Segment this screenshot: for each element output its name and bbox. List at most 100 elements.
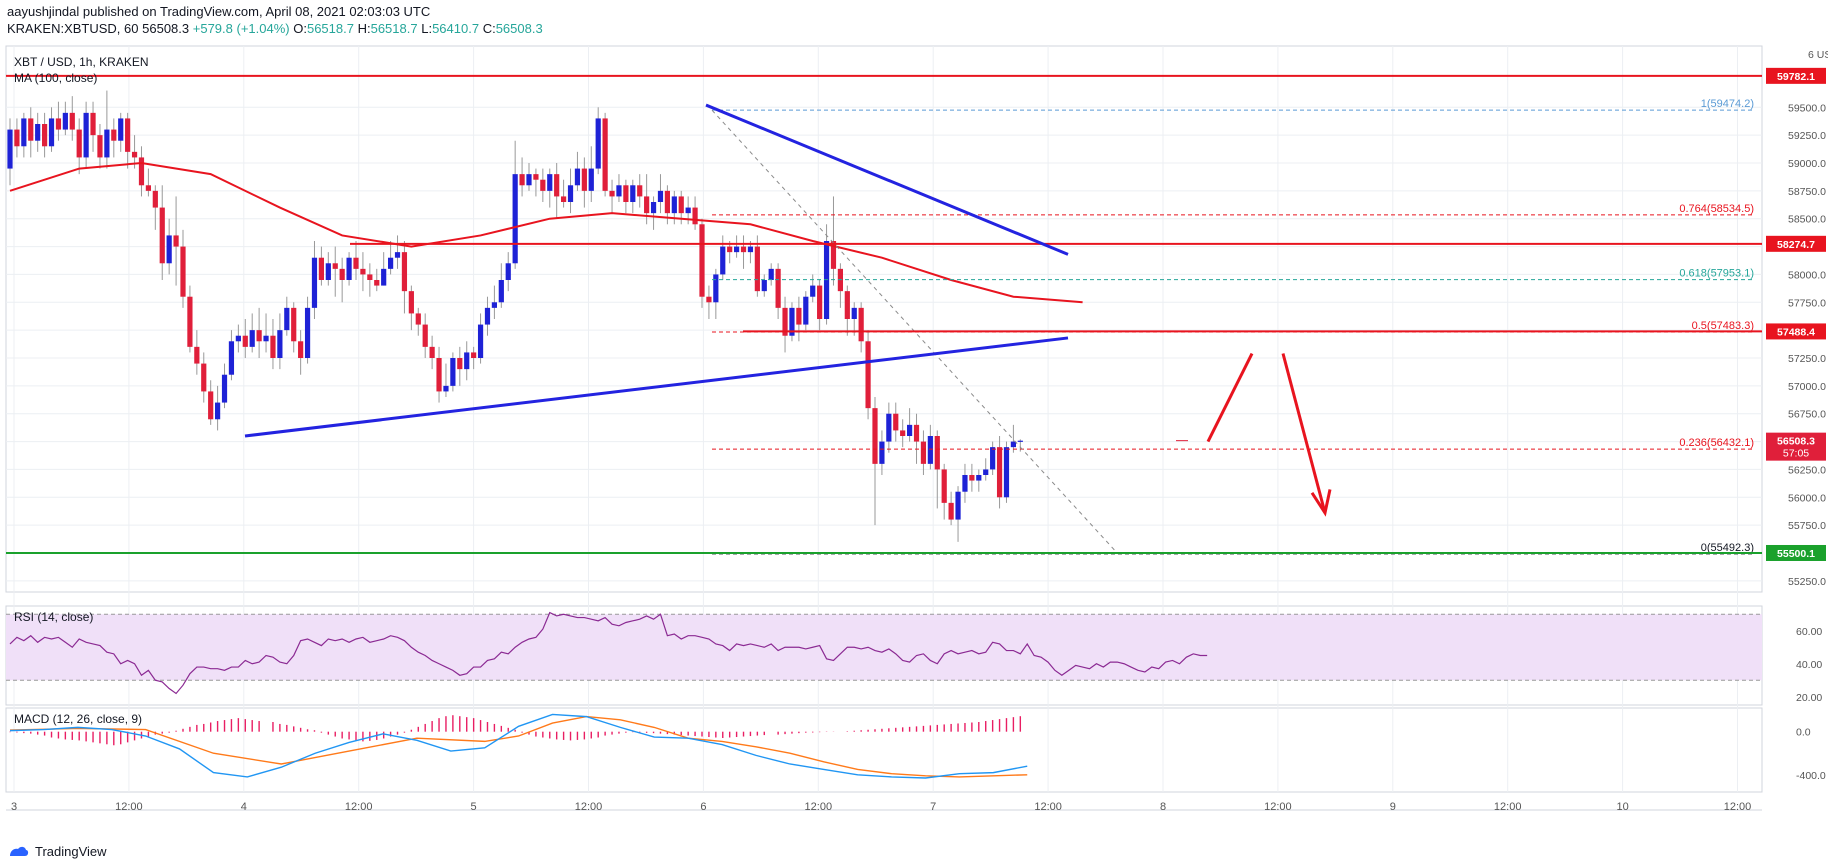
- candle-down: [374, 280, 380, 286]
- lower-trendline: [244, 336, 1069, 438]
- publisher-text: aayushjindal published on TradingView.co…: [7, 4, 431, 19]
- candle-up: [747, 246, 754, 253]
- candle-down: [422, 324, 428, 347]
- candle-up: [983, 469, 989, 475]
- candle-down: [332, 263, 338, 269]
- candle-up: [851, 307, 857, 319]
- x-tick-label: 12:00: [1264, 801, 1292, 813]
- price-title: XBT / USD, 1h, KRAKEN: [14, 55, 149, 69]
- candle-down: [401, 252, 408, 292]
- candle-down: [138, 157, 145, 186]
- x-tick-label: 12:00: [345, 801, 373, 813]
- candle-down: [865, 341, 871, 409]
- candle-down: [561, 196, 567, 202]
- candle-down: [554, 174, 560, 197]
- x-tick-label: 5: [471, 801, 477, 813]
- candle-up: [1003, 447, 1010, 498]
- candle-down: [339, 268, 345, 280]
- candle-up: [7, 129, 13, 169]
- candle-up: [567, 185, 574, 202]
- resistance-57488-tag: [1766, 323, 1826, 340]
- candle-up: [955, 491, 961, 520]
- candle-up: [547, 174, 553, 191]
- candle-down: [948, 502, 954, 520]
- candle-up: [976, 475, 982, 481]
- candle-up: [166, 235, 172, 264]
- x-tick-label: 4: [241, 801, 247, 813]
- candle-up: [118, 118, 124, 141]
- candle-up: [650, 202, 657, 214]
- candle-up: [671, 196, 677, 214]
- high-value: 56518.7: [370, 21, 418, 36]
- last-price-tag-label: 56508.3: [1777, 436, 1815, 448]
- candle-down: [471, 352, 477, 358]
- y-tick-label: 55250.0: [1788, 576, 1826, 588]
- resistance-58274-tag: [1766, 235, 1826, 252]
- x-tick-label: 12:00: [1494, 801, 1522, 813]
- candle-down: [581, 168, 587, 191]
- candle-up: [48, 118, 55, 147]
- support-55500-tag-label: 55500.1: [1777, 548, 1815, 560]
- candle-down: [858, 307, 864, 342]
- candle-down: [367, 274, 373, 280]
- candle-up: [381, 268, 387, 286]
- candle-up: [657, 190, 664, 202]
- y-tick-label: 55750.0: [1788, 520, 1826, 532]
- footer-brand: TradingView: [35, 843, 107, 859]
- candle-down: [145, 185, 151, 191]
- y-tick-label: 56750.0: [1788, 409, 1826, 421]
- candle-down: [623, 185, 629, 202]
- candle-down: [97, 135, 103, 158]
- candle-down: [754, 246, 760, 292]
- macd-line: [9, 713, 1028, 779]
- price-chart[interactable]: 3 12:00 4 12:00 5 12:00 6 12:00 7 12:00 8 12:00 9 12:…: [0, 40, 1828, 840]
- candle-down: [194, 346, 200, 364]
- candle-down: [55, 118, 62, 130]
- macd-y-tick-label: 0.0: [1796, 727, 1811, 739]
- rsi-y-tick-label: 60.00: [1796, 626, 1822, 638]
- candle-down: [796, 307, 802, 325]
- candle-down: [208, 391, 214, 420]
- y-tick-label: 58000.0: [1788, 269, 1826, 281]
- candle-up: [907, 424, 913, 436]
- candle-down: [436, 358, 442, 392]
- candle-down: [270, 335, 276, 358]
- candle-down: [817, 285, 823, 319]
- candle-down: [782, 307, 788, 336]
- candle-down: [637, 185, 643, 197]
- candle-down: [872, 408, 878, 464]
- candle-up: [83, 112, 89, 158]
- y-tick-label: 59000.0: [1788, 158, 1826, 170]
- candle-down: [969, 475, 975, 481]
- candle-down: [180, 246, 186, 297]
- x-tick-label: 8: [1160, 801, 1166, 813]
- candle-up: [477, 324, 484, 358]
- candle-up: [1010, 441, 1016, 448]
- candle-down: [996, 447, 1003, 498]
- resistance-57488-tag-label: 57488.4: [1777, 326, 1815, 338]
- open-label: O:: [293, 21, 307, 36]
- change-value: +579.8 (+1.04%): [192, 21, 290, 36]
- candle-down: [844, 291, 850, 319]
- upper-trendline: [705, 103, 1069, 256]
- candle-up: [720, 246, 726, 275]
- candle-down: [173, 235, 179, 247]
- candle-up: [526, 174, 532, 186]
- fib-label: 1(59474.2): [1701, 98, 1754, 110]
- candle-down: [699, 224, 705, 297]
- candle-up: [761, 280, 767, 292]
- last-price: 56508.3: [142, 21, 190, 36]
- last-price-timer: 57:05: [1783, 448, 1809, 460]
- candle-up: [464, 352, 470, 370]
- fib-label: 0.764(58534.5): [1679, 203, 1754, 215]
- candle-up: [810, 285, 816, 297]
- resistance-58274-tag-label: 58274.7: [1777, 239, 1815, 251]
- candle-up: [685, 207, 691, 214]
- last-price-tag: [1766, 432, 1826, 461]
- rsi-y-tick-label: 20.00: [1796, 692, 1822, 704]
- candle-down: [602, 118, 608, 191]
- candle-up: [505, 263, 511, 280]
- fib-label: 0.236(56432.1): [1679, 437, 1754, 449]
- candle-up: [630, 185, 636, 202]
- candle-down: [941, 469, 947, 503]
